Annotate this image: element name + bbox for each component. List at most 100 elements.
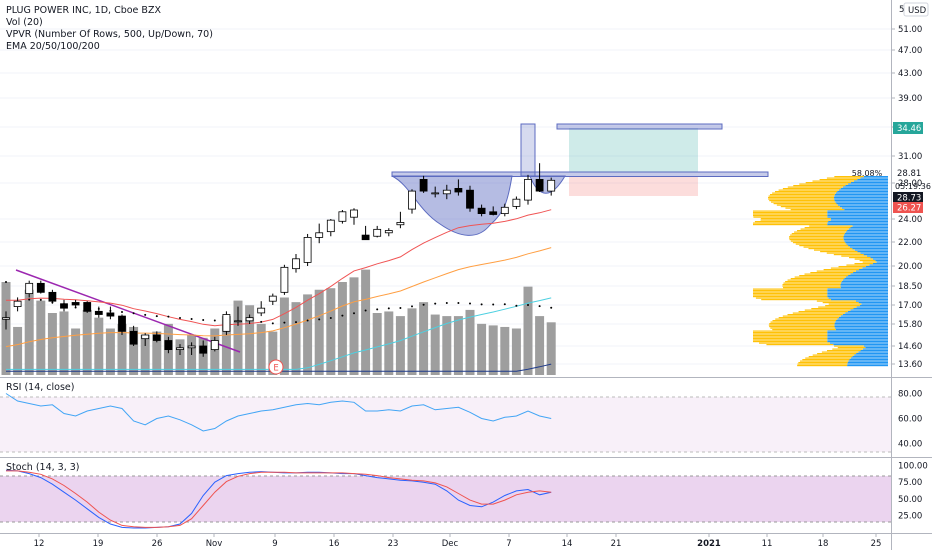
stoch-tick-label: 75.00	[898, 478, 922, 488]
candle-body	[408, 190, 416, 210]
vpvr-up-row	[827, 224, 888, 226]
legend-ema[interactable]: EMA 20/50/100/200	[6, 41, 100, 52]
target-box[interactable]	[556, 123, 723, 130]
candle-body	[500, 206, 509, 215]
vpvr-down-row	[768, 198, 835, 200]
stop-price-text: 26.27	[897, 204, 921, 214]
candle-body	[268, 295, 277, 302]
target-zone[interactable]	[569, 128, 698, 172]
vpvr-up-row	[827, 210, 888, 212]
volume-bar	[82, 309, 92, 375]
resistance-box[interactable]	[391, 171, 769, 177]
price-tick-label: 39.00	[898, 94, 922, 104]
rsi-axis[interactable]: 80.00 60.00 40.00	[898, 390, 922, 450]
rsi-pane[interactable]	[0, 393, 891, 453]
volume-bar	[129, 326, 139, 375]
vpvr-down-row	[793, 185, 846, 187]
vpvr-up-row	[850, 357, 888, 359]
vpvr-down-row	[753, 341, 828, 343]
vol-ma-dot	[364, 309, 367, 312]
downtrend-line[interactable]	[15, 269, 241, 353]
vpvr-up-row	[848, 228, 888, 230]
vpvr-down-row	[759, 342, 830, 344]
legend-vpvr[interactable]: VPVR (Number Of Rows, 500, Up/Down, 70)	[6, 29, 213, 40]
volume-bar	[349, 277, 359, 375]
vpvr-up-row	[872, 258, 888, 260]
vpvr-up-row	[834, 200, 888, 202]
vpvr-down-row	[753, 224, 828, 226]
stop-zone[interactable]	[569, 176, 698, 196]
candle-body	[60, 303, 68, 309]
vpvr-down-row	[775, 191, 838, 193]
vpvr-down-row	[782, 188, 841, 190]
volume-bar	[245, 305, 255, 375]
vpvr-down-row	[782, 315, 841, 317]
time-axis[interactable]: 12 19 26 Nov 9 16 23 Dec 7 14 21 2021 11 18 25	[34, 533, 882, 549]
vpvr-down-row	[766, 344, 834, 346]
vpvr-down-row	[811, 308, 854, 310]
vpvr-up-row	[830, 299, 888, 301]
vpvr-up-row	[835, 192, 888, 194]
legend-stoch[interactable]: Stoch (14, 3, 3)	[6, 462, 80, 473]
volume-bar	[105, 328, 115, 375]
candle-body	[466, 189, 474, 209]
vpvr-up-row	[837, 191, 888, 193]
vpvr-up-row	[858, 351, 888, 353]
vpvr-down-row	[804, 273, 851, 275]
vpvr-down-row	[770, 321, 836, 323]
vpvr-down-row	[810, 272, 854, 274]
rsi-tick-label: 60.00	[898, 415, 922, 425]
legend-rsi[interactable]: RSI (14, close)	[6, 382, 74, 393]
vpvr-down-row	[791, 233, 845, 235]
vpvr-up-row	[842, 279, 888, 281]
vpvr-down-row	[770, 327, 836, 329]
vpvr-down-row	[785, 207, 842, 209]
stoch-pane[interactable]	[0, 469, 891, 529]
candle-body	[303, 236, 312, 263]
volume-bar	[395, 316, 405, 375]
vol-ma-dot	[213, 319, 216, 322]
vol-ma-dot	[39, 298, 42, 301]
vpvr-down-row	[802, 359, 850, 361]
vpvr-down-row	[768, 197, 835, 199]
ema20-price-tag	[893, 192, 923, 203]
vpvr-down-row	[753, 213, 828, 215]
vpvr-up-row	[835, 321, 888, 323]
volume-bar	[314, 289, 324, 375]
candle-body	[94, 310, 103, 315]
vpvr-up-row	[834, 194, 888, 196]
vpvr-down-row	[790, 278, 845, 280]
vpvr-down-row	[804, 309, 851, 311]
vpvr-up-row	[836, 320, 888, 322]
volume-bar	[488, 325, 498, 375]
vpvr-down-row	[760, 219, 831, 221]
earnings-marker[interactable]: E	[268, 359, 284, 375]
vol-ma-dot	[295, 321, 297, 324]
price-tick-label: 22.00	[898, 238, 922, 248]
volume-bar	[453, 316, 463, 375]
flagpole-box[interactable]	[520, 123, 536, 177]
candle-body	[280, 266, 289, 293]
vpvr-down-row	[753, 216, 828, 218]
volume-bar	[94, 317, 104, 375]
time-tick-label: Dec	[442, 539, 459, 549]
vol-ma-dot	[457, 302, 460, 305]
candle-body	[257, 307, 266, 314]
currency-label[interactable]: USD	[908, 6, 927, 16]
vpvr-up-row	[865, 266, 888, 268]
vpvr-down-row	[753, 335, 828, 337]
vpvr-down-row	[808, 248, 853, 250]
rsi-band	[0, 397, 891, 452]
volume-bar	[279, 297, 289, 375]
vpvr-up-row	[834, 323, 888, 325]
price-tick-label: 20.00	[898, 262, 922, 272]
legend-title[interactable]: PLUG POWER INC, 1D, Cboe BZX	[6, 5, 161, 16]
stoch-axis[interactable]: 100.00 75.00 50.00 25.00	[898, 462, 928, 522]
time-tick-label: 18	[818, 539, 829, 549]
vpvr-down-row	[783, 282, 841, 284]
legend-vol[interactable]: Vol (20)	[6, 17, 43, 28]
vol-ma-dot	[132, 312, 135, 315]
vpvr-down-row	[782, 285, 841, 287]
vpvr-down-row	[797, 365, 848, 367]
